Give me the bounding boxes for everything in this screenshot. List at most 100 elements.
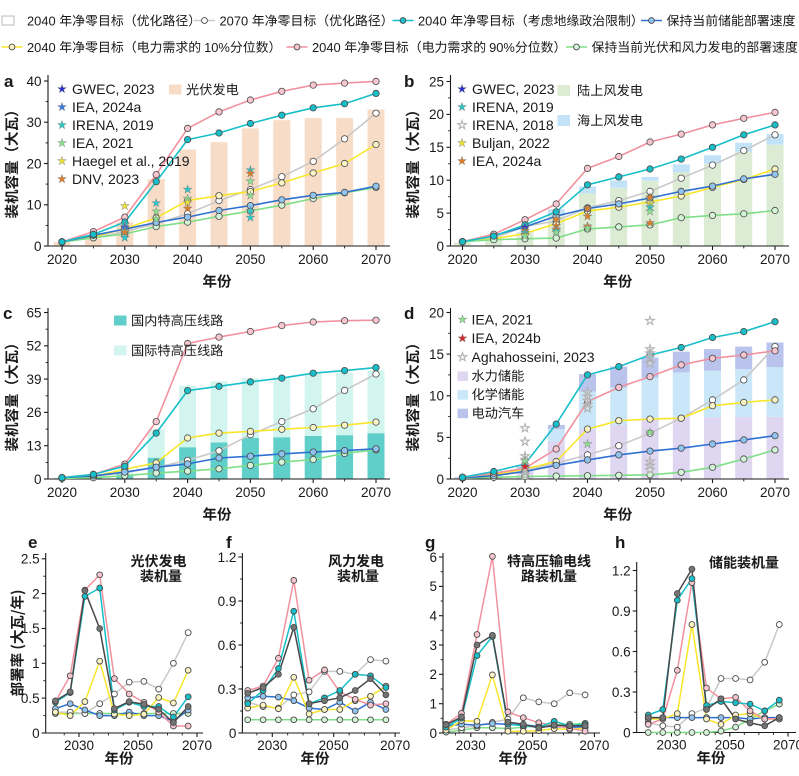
svg-text:2060: 2060 xyxy=(298,485,328,500)
svg-text:0: 0 xyxy=(623,725,631,740)
svg-text:1: 1 xyxy=(32,656,40,671)
svg-text:40: 40 xyxy=(26,74,41,89)
svg-text:DNV, 2023: DNV, 2023 xyxy=(72,171,139,187)
svg-text:26: 26 xyxy=(26,405,41,420)
svg-text:1.5: 1.5 xyxy=(21,621,40,636)
svg-text:IRENA, 2018: IRENA, 2018 xyxy=(472,117,554,133)
svg-text:0: 0 xyxy=(436,472,444,487)
svg-text:2050: 2050 xyxy=(319,738,349,753)
svg-text:2050: 2050 xyxy=(235,485,265,500)
svg-text:20: 20 xyxy=(429,107,444,122)
svg-text:10: 10 xyxy=(26,198,41,213)
svg-text:2030: 2030 xyxy=(510,252,540,267)
svg-text:0.3: 0.3 xyxy=(612,685,631,700)
svg-text:IEA, 2024a: IEA, 2024a xyxy=(72,99,141,115)
svg-text:2070: 2070 xyxy=(760,485,790,500)
svg-text:2050: 2050 xyxy=(635,252,665,267)
svg-text:15: 15 xyxy=(429,140,444,155)
svg-text:2040: 2040 xyxy=(173,252,203,267)
svg-text:IRENA, 2019: IRENA, 2019 xyxy=(472,99,554,115)
svg-text:5: 5 xyxy=(436,430,444,445)
svg-text:0: 0 xyxy=(429,726,437,741)
svg-text:0.6: 0.6 xyxy=(218,638,237,653)
svg-text:GWEC, 2023: GWEC, 2023 xyxy=(472,81,555,97)
svg-text:0.6: 0.6 xyxy=(612,644,631,659)
svg-text:20: 20 xyxy=(429,305,444,320)
svg-text:0: 0 xyxy=(436,239,444,254)
svg-text:2040: 2040 xyxy=(173,485,203,500)
svg-text:0.9: 0.9 xyxy=(218,594,237,609)
svg-text:2020: 2020 xyxy=(447,252,477,267)
svg-text:2030: 2030 xyxy=(656,737,686,752)
svg-text:2030: 2030 xyxy=(510,485,540,500)
svg-text:25: 25 xyxy=(429,74,444,89)
svg-text:2020: 2020 xyxy=(47,252,77,267)
svg-text:2060: 2060 xyxy=(298,252,328,267)
svg-text:d: d xyxy=(404,304,414,323)
svg-text:13: 13 xyxy=(26,439,41,454)
svg-text:IRENA, 2019: IRENA, 2019 xyxy=(72,117,154,133)
svg-text:2020: 2020 xyxy=(47,485,77,500)
svg-text:IEA, 2024a: IEA, 2024a xyxy=(472,153,541,169)
svg-text:15: 15 xyxy=(429,347,444,362)
svg-text:2040: 2040 xyxy=(572,485,602,500)
svg-text:0: 0 xyxy=(32,726,40,741)
svg-text:h: h xyxy=(615,533,625,552)
svg-text:2040: 2040 xyxy=(418,13,447,28)
svg-text:2070: 2070 xyxy=(220,13,249,28)
svg-text:0.3: 0.3 xyxy=(218,682,237,697)
svg-text:Haegel et al., 2019: Haegel et al., 2019 xyxy=(72,153,190,169)
svg-text:Aghahosseini, 2023: Aghahosseini, 2023 xyxy=(472,349,595,365)
svg-text:b: b xyxy=(404,72,414,91)
svg-text:1.2: 1.2 xyxy=(218,550,237,565)
svg-text:IEA, 2021: IEA, 2021 xyxy=(72,135,134,151)
svg-text:2070: 2070 xyxy=(760,252,790,267)
svg-text:4: 4 xyxy=(429,609,437,624)
svg-text:2040: 2040 xyxy=(572,252,602,267)
svg-text:2040: 2040 xyxy=(27,40,56,55)
svg-text:e: e xyxy=(28,533,37,552)
svg-text:2.5: 2.5 xyxy=(21,552,40,567)
svg-text:65: 65 xyxy=(26,305,41,320)
svg-text:10%: 10% xyxy=(204,40,230,55)
svg-text:1.2: 1.2 xyxy=(612,563,631,578)
svg-text:2070: 2070 xyxy=(361,252,391,267)
svg-text:2030: 2030 xyxy=(110,485,140,500)
svg-text:2030: 2030 xyxy=(64,738,94,753)
svg-text:c: c xyxy=(3,304,12,323)
svg-text:30: 30 xyxy=(26,115,41,130)
svg-text:0: 0 xyxy=(229,726,237,741)
svg-text:6: 6 xyxy=(429,550,437,565)
svg-text:39: 39 xyxy=(26,372,41,387)
svg-text:a: a xyxy=(4,72,14,91)
svg-text:2070: 2070 xyxy=(182,738,212,753)
svg-text:90%: 90% xyxy=(489,40,515,55)
svg-text:2040: 2040 xyxy=(312,40,341,55)
svg-text:Buljan, 2022: Buljan, 2022 xyxy=(472,135,550,151)
svg-text:20: 20 xyxy=(26,156,41,171)
svg-text:2070: 2070 xyxy=(380,738,410,753)
svg-text:2070: 2070 xyxy=(579,738,609,753)
svg-text:0.9: 0.9 xyxy=(612,604,631,619)
svg-text:2060: 2060 xyxy=(697,485,727,500)
svg-text:2050: 2050 xyxy=(635,485,665,500)
svg-text:5: 5 xyxy=(436,206,444,221)
svg-text:0: 0 xyxy=(34,239,42,254)
svg-text:5: 5 xyxy=(429,579,437,594)
svg-text:1: 1 xyxy=(429,697,437,712)
svg-text:2: 2 xyxy=(32,586,40,601)
svg-text:2030: 2030 xyxy=(110,252,140,267)
svg-text:10: 10 xyxy=(429,389,444,404)
svg-text:2070: 2070 xyxy=(773,737,799,752)
svg-text:2050: 2050 xyxy=(715,737,745,752)
svg-text:2050: 2050 xyxy=(123,738,153,753)
svg-text:IEA, 2021: IEA, 2021 xyxy=(472,311,534,327)
svg-text:2040: 2040 xyxy=(27,13,56,28)
svg-text:0.5: 0.5 xyxy=(21,691,40,706)
svg-text:2030: 2030 xyxy=(456,738,486,753)
svg-text:2050: 2050 xyxy=(518,738,548,753)
svg-text:52: 52 xyxy=(26,339,41,354)
svg-text:GWEC, 2023: GWEC, 2023 xyxy=(72,81,155,97)
svg-text:2020: 2020 xyxy=(447,485,477,500)
svg-text:2060: 2060 xyxy=(697,252,727,267)
